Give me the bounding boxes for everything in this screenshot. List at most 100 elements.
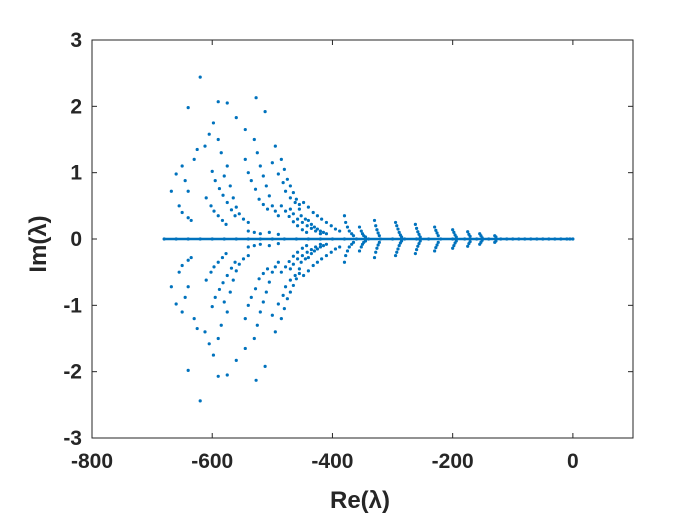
data-point-conjugate <box>255 323 259 327</box>
data-point <box>252 137 256 142</box>
data-point-conjugate <box>344 253 348 258</box>
data-point-conjugate <box>480 238 484 242</box>
data-point <box>279 204 283 208</box>
data-point-conjugate <box>192 317 196 321</box>
data-point-conjugate <box>204 278 208 282</box>
data-point-conjugate <box>177 270 181 274</box>
data-point <box>311 210 315 215</box>
data-point <box>363 235 368 239</box>
data-point-conjugate <box>295 257 300 261</box>
data-point <box>333 227 338 231</box>
data-point-conjugate <box>413 251 417 256</box>
data-point-conjugate <box>312 249 317 253</box>
data-point <box>246 171 250 175</box>
data-point <box>338 229 342 233</box>
data-point <box>246 229 250 233</box>
data-point <box>267 230 271 234</box>
data-point-conjugate <box>300 246 304 250</box>
data-point-conjugate <box>377 240 381 244</box>
data-point <box>186 106 190 110</box>
data-point-conjugate <box>468 240 472 244</box>
data-point-conjugate <box>233 260 237 264</box>
data-point-conjugate <box>295 250 300 254</box>
x-tick-label: -400 <box>311 450 353 473</box>
data-point-conjugate <box>283 265 288 269</box>
data-point <box>198 75 202 79</box>
data-point-conjugate <box>311 263 315 268</box>
data-point <box>306 218 310 223</box>
data-point-conjugate <box>436 240 440 244</box>
data-point <box>344 220 348 225</box>
data-point-conjugate <box>263 364 267 368</box>
data-point <box>395 224 399 228</box>
data-point-conjugate <box>261 271 265 276</box>
data-point-conjugate <box>169 285 173 289</box>
data-point <box>264 184 268 188</box>
data-point-conjugate <box>416 244 420 248</box>
data-point-conjugate <box>320 257 324 261</box>
data-point <box>279 157 283 161</box>
data-point <box>216 137 220 142</box>
data-point-conjugate <box>299 260 303 264</box>
data-point-real <box>378 237 383 241</box>
data-point <box>372 218 377 223</box>
y-axis-label: Im(λ) <box>25 215 52 272</box>
data-point-conjugate <box>291 262 295 266</box>
data-point <box>213 179 217 183</box>
data-point-real <box>186 237 190 241</box>
data-point-real <box>529 237 533 241</box>
y-tick-label: -1 <box>63 294 82 317</box>
data-point-conjugate <box>324 242 329 246</box>
data-point-conjugate <box>231 278 235 282</box>
data-point <box>415 226 419 230</box>
data-point <box>241 217 246 221</box>
data-point-conjugate <box>297 271 301 276</box>
data-point-conjugate <box>309 251 314 256</box>
data-point <box>452 230 456 234</box>
data-point-conjugate <box>376 243 380 247</box>
data-point-real <box>541 237 545 241</box>
data-point <box>468 234 472 238</box>
data-point <box>342 214 347 218</box>
data-point <box>169 189 173 193</box>
data-point-conjugate <box>210 305 214 309</box>
data-point-conjugate <box>276 302 280 306</box>
data-point <box>210 169 214 173</box>
data-point-conjugate <box>288 278 292 282</box>
data-point <box>299 214 303 218</box>
data-point-conjugate <box>434 246 438 250</box>
data-point-conjugate <box>281 293 285 297</box>
data-point-real <box>162 237 166 241</box>
data-point <box>305 224 309 228</box>
data-point-conjugate <box>180 263 184 268</box>
data-point-conjugate <box>393 253 398 258</box>
data-point <box>177 204 181 208</box>
data-point <box>436 234 440 238</box>
data-point <box>263 110 267 114</box>
data-point <box>297 202 301 207</box>
data-point-real <box>427 237 431 241</box>
data-point <box>466 230 470 234</box>
data-point <box>306 205 310 209</box>
data-point-conjugate <box>333 247 338 251</box>
data-point-conjugate <box>329 250 333 254</box>
data-point-conjugate <box>285 297 289 301</box>
data-point <box>220 218 225 223</box>
data-point <box>281 181 285 185</box>
x-tick-label: -600 <box>191 450 233 473</box>
data-point-conjugate <box>270 270 274 274</box>
data-point <box>225 101 229 105</box>
y-tick-label: 3 <box>70 29 82 52</box>
data-point-conjugate <box>273 330 277 334</box>
data-point-real <box>174 237 178 241</box>
data-point-conjugate <box>221 281 225 285</box>
data-point <box>233 214 237 218</box>
data-point <box>376 231 380 235</box>
data-point <box>357 225 362 229</box>
data-point-conjugate <box>288 290 292 294</box>
data-point-conjugate <box>207 342 211 346</box>
data-point-conjugate <box>234 358 238 362</box>
data-point <box>293 200 297 205</box>
data-point <box>434 228 438 232</box>
data-point <box>397 230 401 234</box>
